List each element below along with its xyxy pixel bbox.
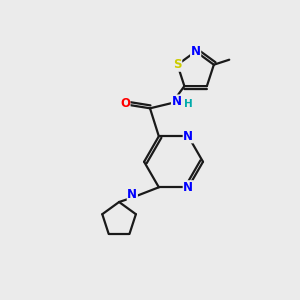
Text: S: S (173, 58, 182, 71)
Text: N: N (190, 45, 201, 58)
Text: N: N (172, 95, 182, 108)
Text: N: N (127, 188, 137, 200)
Text: O: O (120, 97, 130, 110)
Text: N: N (183, 130, 193, 143)
Text: H: H (184, 100, 193, 110)
Text: N: N (183, 181, 193, 194)
